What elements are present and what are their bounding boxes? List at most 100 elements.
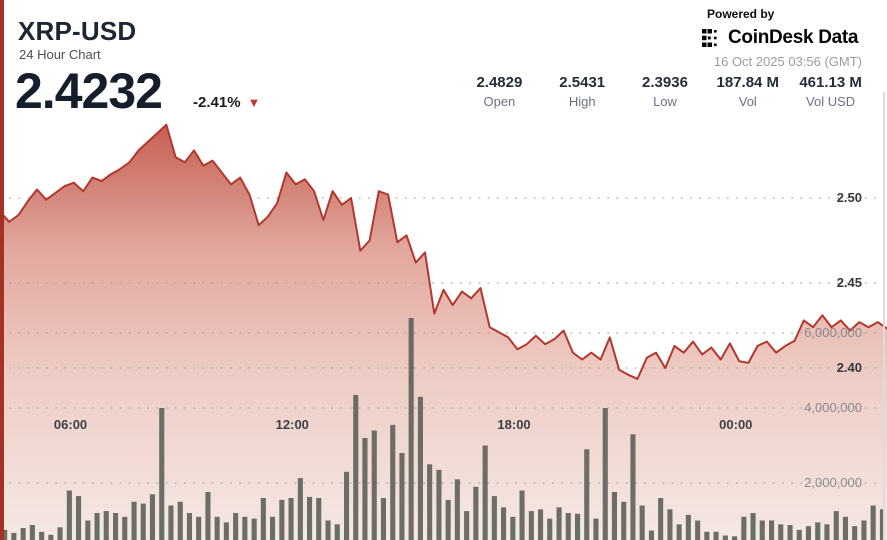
stat-vol-usd-value: 461.13 M	[799, 74, 862, 91]
volume-bar	[769, 520, 775, 540]
price-tick-label: 2.50	[836, 190, 862, 205]
volume-bar	[778, 524, 784, 540]
volume-bar	[685, 514, 691, 540]
volume-bar	[251, 518, 257, 540]
volume-bar	[510, 516, 516, 540]
last-price: 2.4232	[15, 63, 163, 119]
volume-bar	[575, 513, 581, 540]
volume-bar	[648, 530, 654, 540]
volume-bar	[94, 513, 100, 540]
volume-bar	[584, 449, 590, 540]
volume-bar	[288, 498, 294, 540]
volume-bar	[113, 513, 119, 540]
volume-bar	[168, 505, 174, 540]
stat-high: 2.5431 High	[541, 74, 624, 109]
volume-bar	[658, 498, 664, 540]
volume-bar	[131, 501, 137, 540]
volume-bar	[833, 511, 839, 540]
volume-bar	[29, 525, 35, 540]
time-axis-label: 00:00	[719, 417, 753, 432]
volume-bar	[556, 507, 562, 540]
volume-bar	[621, 501, 627, 540]
volume-bar	[473, 486, 479, 540]
stat-open-value: 2.4829	[476, 74, 523, 91]
volume-bar	[528, 511, 534, 540]
volume-bar	[371, 430, 377, 540]
price-tick-label: 2.40	[836, 360, 862, 375]
volume-bar	[353, 394, 359, 540]
volume-bar	[260, 498, 266, 540]
volume-bar	[805, 526, 811, 540]
volume-bar	[732, 536, 738, 540]
volume-bar	[380, 498, 386, 540]
volume-bar	[722, 535, 728, 540]
volume-bar	[11, 532, 17, 540]
volume-bar	[787, 525, 793, 540]
volume-bar	[20, 528, 26, 540]
stat-vol: 187.84 M Vol	[706, 74, 789, 109]
stat-high-label: High	[568, 94, 596, 109]
volume-bar	[547, 518, 553, 540]
volume-bar	[390, 424, 396, 540]
volume-tick-label: 2,000,000	[804, 475, 862, 490]
volume-bar	[242, 516, 248, 540]
volume-bar	[824, 524, 830, 540]
ohlc-stats-row: 2.4829 Open 2.5431 High 2.3936 Low 187.8…	[458, 74, 872, 109]
time-axis-label: 18:00	[497, 417, 531, 432]
volume-tick-label: 6,000,000	[804, 325, 862, 340]
volume-bar	[538, 509, 544, 540]
volume-bar	[223, 522, 229, 540]
volume-bar	[233, 513, 239, 540]
volume-bar	[66, 490, 72, 540]
volume-bar	[695, 520, 701, 540]
volume-bar	[344, 471, 350, 540]
volume-bar	[399, 453, 405, 540]
volume-bar	[316, 498, 322, 540]
volume-bar	[325, 520, 331, 540]
widget-right-border	[883, 92, 885, 540]
volume-bar	[676, 524, 682, 540]
coindesk-logo-icon	[702, 29, 717, 47]
volume-bar	[815, 522, 821, 540]
stat-open: 2.4829 Open	[458, 74, 541, 109]
volume-bar	[307, 496, 313, 540]
price-tick-label: 2.45	[836, 275, 862, 290]
volume-bar	[427, 464, 433, 540]
stat-open-label: Open	[483, 94, 516, 109]
chart-subtitle: 24 Hour Chart	[19, 47, 101, 62]
volume-bar	[611, 492, 617, 540]
stat-vol-usd-label: Vol USD	[806, 94, 856, 109]
instrument-title: XRP-USD	[18, 16, 137, 46]
volume-bar	[602, 408, 608, 540]
volume-bar	[879, 509, 885, 540]
stat-vol-value: 187.84 M	[716, 74, 780, 91]
volume-bar	[704, 531, 710, 540]
volume-bar	[639, 505, 645, 540]
volume-bar	[140, 503, 146, 540]
volume-bar	[362, 438, 368, 540]
volume-bar	[741, 516, 747, 540]
volume-bar	[436, 469, 442, 540]
volume-bar	[214, 516, 220, 540]
volume-bar	[482, 445, 488, 540]
volume-bar	[408, 318, 414, 540]
stat-vol-label: Vol	[738, 94, 757, 109]
volume-bar	[103, 511, 109, 540]
volume-bar	[159, 408, 165, 540]
volume-bar	[861, 520, 867, 540]
volume-bar	[48, 534, 54, 540]
price-area-fill	[0, 124, 887, 540]
down-triangle-icon: ▼	[247, 95, 261, 110]
coindesk-data-brand-link[interactable]: CoinDesk Data	[702, 26, 859, 50]
volume-bar	[149, 494, 155, 540]
volume-bar	[445, 499, 451, 540]
volume-bar	[196, 516, 202, 540]
volume-bar	[417, 396, 423, 540]
volume-bar	[39, 531, 45, 540]
brand-name: CoinDesk Data	[728, 27, 859, 48]
volume-bar	[565, 513, 571, 540]
price-change-percent: -2.41%	[193, 94, 241, 111]
volume-bar	[454, 479, 460, 540]
